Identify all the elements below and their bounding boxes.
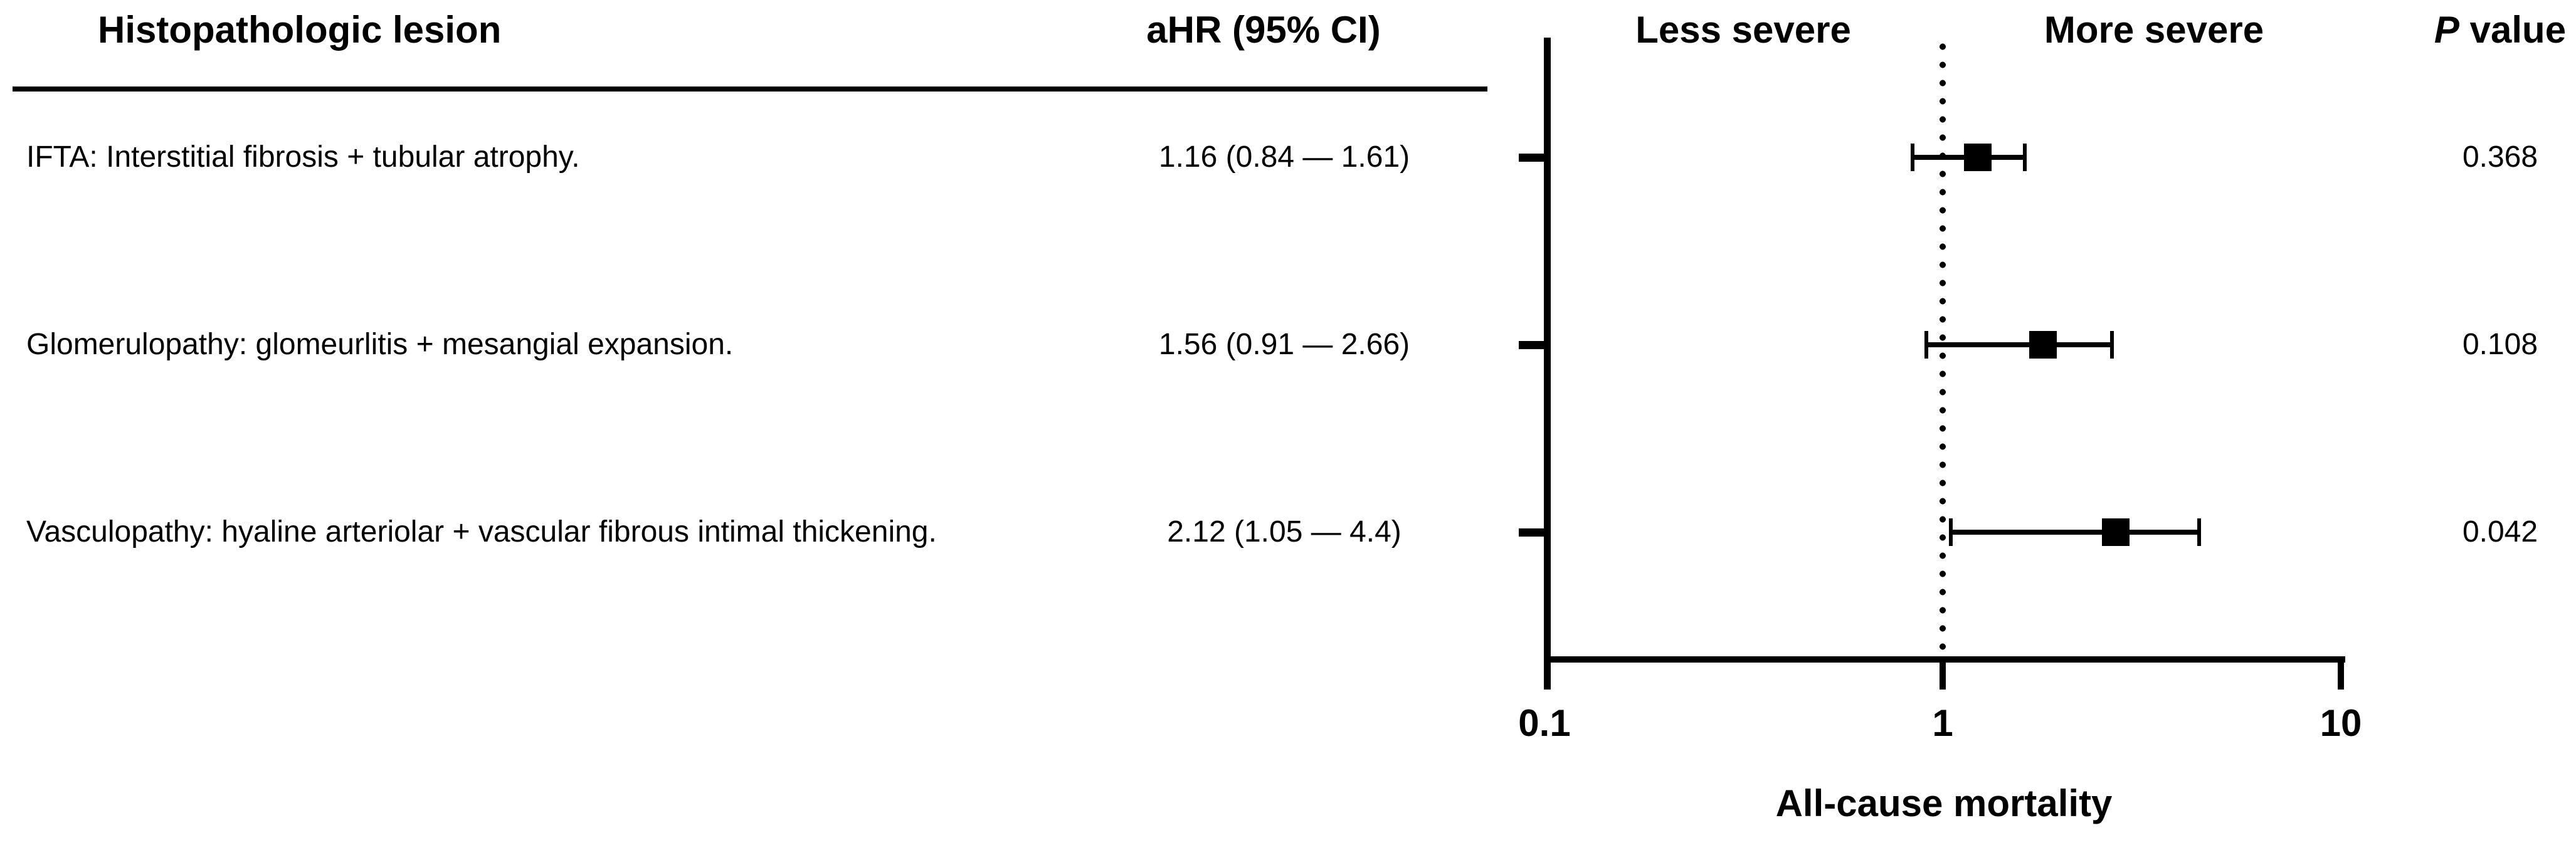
header-underline	[13, 87, 1487, 92]
y-axis-row-tick	[1519, 154, 1544, 162]
forest-marker	[2029, 331, 2057, 359]
ci-cap-high	[2197, 518, 2201, 546]
x-axis-tick-1	[1940, 656, 1946, 690]
ci-cap-high	[2109, 331, 2114, 359]
x-axis-tick-label-1: 1	[1932, 702, 1953, 744]
x-axis-tick-label-10: 10	[2320, 702, 2362, 744]
p-value-header-rest: value	[2459, 9, 2567, 51]
y-axis-line	[1544, 38, 1551, 690]
ci-cap-low	[1910, 144, 1914, 171]
ci-line	[1951, 530, 2199, 535]
forest-marker	[1963, 144, 1992, 171]
lesion-label: Glomerulopathy: glomeurlitis + mesangial…	[26, 328, 734, 361]
ci-cap-low	[1949, 518, 1953, 546]
ahr-ci-value: 1.16 (0.84 — 1.61)	[1158, 140, 1410, 174]
y-axis-row-tick	[1519, 528, 1544, 537]
ahr-ci-value: 2.12 (1.05 — 4.4)	[1167, 515, 1401, 548]
ahr-ci-value: 1.56 (0.91 — 2.66)	[1158, 328, 1410, 361]
p-value-header-italic-p: P	[2434, 9, 2459, 51]
p-value-column-header: P value	[2434, 8, 2566, 53]
p-value: 0.368	[2462, 140, 2538, 174]
p-value: 0.108	[2462, 328, 2538, 361]
more-severe-label: More severe	[2044, 9, 2264, 51]
lesion-label: IFTA: Interstitial fibrosis + tubular at…	[26, 140, 580, 174]
reference-line-at-1	[1940, 38, 1946, 657]
lesion-label: Vasculopathy: hyaline arteriolar + vascu…	[26, 515, 937, 548]
less-severe-label: Less severe	[1635, 9, 1851, 51]
p-value: 0.042	[2462, 515, 2538, 548]
lesion-column-header: Histopathologic lesion	[98, 9, 502, 51]
y-axis-row-tick	[1519, 341, 1544, 349]
ci-cap-low	[1924, 331, 1928, 359]
forest-marker	[2102, 518, 2130, 546]
ahr-column-header: aHR (95% CI)	[1146, 9, 1381, 51]
ci-line	[1926, 342, 2112, 347]
x-axis-title: All-cause mortality	[1775, 782, 2113, 824]
x-axis-tick-label-0.1: 0.1	[1518, 702, 1571, 744]
x-axis-tick-10	[2338, 656, 2344, 690]
ci-cap-high	[2023, 144, 2027, 171]
